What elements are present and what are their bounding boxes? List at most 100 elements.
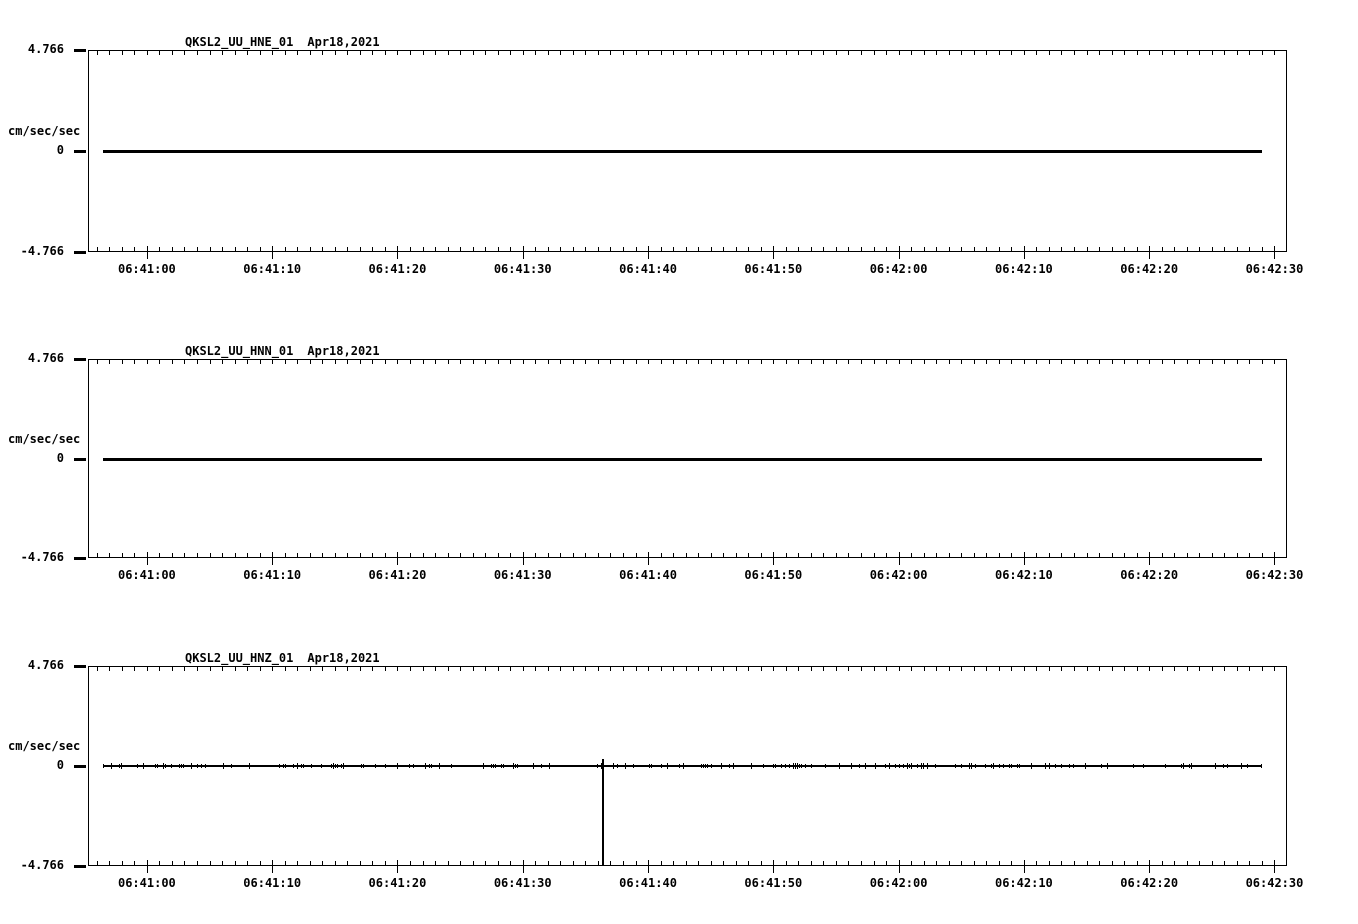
waveform-noise: [589, 765, 590, 767]
minor-tick: [1099, 667, 1100, 671]
waveform-noise: [793, 763, 794, 769]
waveform-noise: [119, 764, 120, 768]
minor-tick: [560, 51, 561, 55]
waveform-noise: [293, 764, 294, 768]
minor-tick: [510, 360, 511, 364]
minor-tick: [1237, 553, 1238, 557]
minor-tick: [836, 247, 837, 251]
minor-tick: [798, 360, 799, 364]
minor-tick: [911, 247, 912, 251]
major-tick: [523, 552, 524, 565]
minor-tick: [1011, 553, 1012, 557]
minor-tick: [310, 360, 311, 364]
minor-tick: [285, 51, 286, 55]
minor-tick: [798, 553, 799, 557]
minor-tick: [535, 553, 536, 557]
minor-tick: [761, 667, 762, 671]
major-tick: [1149, 246, 1150, 259]
minor-tick: [1249, 247, 1250, 251]
waveform-noise: [1019, 764, 1020, 768]
waveform-noise: [1091, 765, 1092, 767]
minor-tick: [322, 360, 323, 364]
minor-tick: [448, 667, 449, 671]
minor-tick: [109, 553, 110, 557]
waveform-noise: [279, 764, 280, 768]
waveform-noise: [1183, 763, 1184, 769]
minor-tick: [1174, 553, 1175, 557]
y-tick-label: 4.766: [27, 42, 64, 56]
waveform-noise: [803, 765, 804, 767]
x-tick-label: 06:42:00: [869, 262, 928, 276]
minor-tick: [961, 247, 962, 251]
minor-tick: [1199, 360, 1200, 364]
minor-tick: [1212, 360, 1213, 364]
minor-tick: [109, 247, 110, 251]
minor-tick: [1074, 667, 1075, 671]
minor-tick: [974, 360, 975, 364]
y-tick-label: 0: [56, 143, 64, 157]
minor-tick: [535, 51, 536, 55]
minor-tick: [723, 360, 724, 364]
minor-tick: [673, 861, 674, 865]
waveform-noise: [721, 763, 722, 769]
minor-tick: [1174, 667, 1175, 671]
minor-tick: [786, 51, 787, 55]
minor-tick: [610, 51, 611, 55]
waveform-noise: [297, 763, 298, 769]
waveform-noise: [1181, 764, 1182, 768]
major-tick: [147, 246, 148, 259]
x-tick-label: 06:42:00: [869, 876, 928, 890]
minor-tick: [585, 51, 586, 55]
waveform-noise: [331, 764, 332, 768]
minor-tick: [97, 247, 98, 251]
station-channel-label: QKSL2_UU_HNN_01: [185, 344, 294, 358]
minor-tick: [523, 360, 524, 364]
minor-tick: [285, 360, 286, 364]
major-tick: [272, 860, 273, 873]
minor-tick: [861, 667, 862, 671]
minor-tick: [1262, 667, 1263, 671]
minor-tick: [560, 360, 561, 364]
minor-tick: [247, 247, 248, 251]
minor-tick: [673, 51, 674, 55]
minor-tick: [1224, 247, 1225, 251]
waveform-noise: [1215, 763, 1216, 769]
minor-tick: [811, 861, 812, 865]
minor-tick: [122, 667, 123, 671]
minor-tick: [184, 247, 185, 251]
minor-tick: [435, 51, 436, 55]
waveform-noise: [333, 763, 334, 769]
minor-tick: [736, 667, 737, 671]
minor-tick: [360, 360, 361, 364]
waveform-noise: [1189, 764, 1190, 768]
minor-tick: [786, 667, 787, 671]
minor-tick: [623, 861, 624, 865]
major-tick: [648, 552, 649, 565]
x-tick-label: 06:41:40: [619, 876, 677, 890]
minor-tick: [773, 51, 774, 55]
major-tick: [397, 860, 398, 873]
minor-tick: [986, 360, 987, 364]
minor-tick: [297, 667, 298, 671]
minor-tick: [585, 553, 586, 557]
waveform-noise: [1193, 765, 1194, 767]
panel-title: QKSL2_UU_HNZ_01 Apr18,2021: [185, 651, 380, 666]
x-tick-label: 06:41:50: [744, 568, 803, 582]
major-tick: [147, 860, 148, 873]
minor-tick: [585, 360, 586, 364]
waveform-noise: [789, 764, 790, 768]
waveform-noise: [917, 764, 918, 768]
minor-tick: [235, 51, 236, 55]
minor-tick: [936, 667, 937, 671]
minor-tick: [448, 360, 449, 364]
minor-tick: [610, 553, 611, 557]
waveform-noise: [963, 765, 964, 767]
minor-tick: [423, 51, 424, 55]
minor-tick: [811, 51, 812, 55]
minor-tick: [222, 861, 223, 865]
waveform-noise: [439, 763, 440, 769]
minor-tick: [1174, 360, 1175, 364]
minor-tick: [899, 51, 900, 55]
waveform-noise: [179, 764, 180, 768]
minor-tick: [535, 667, 536, 671]
